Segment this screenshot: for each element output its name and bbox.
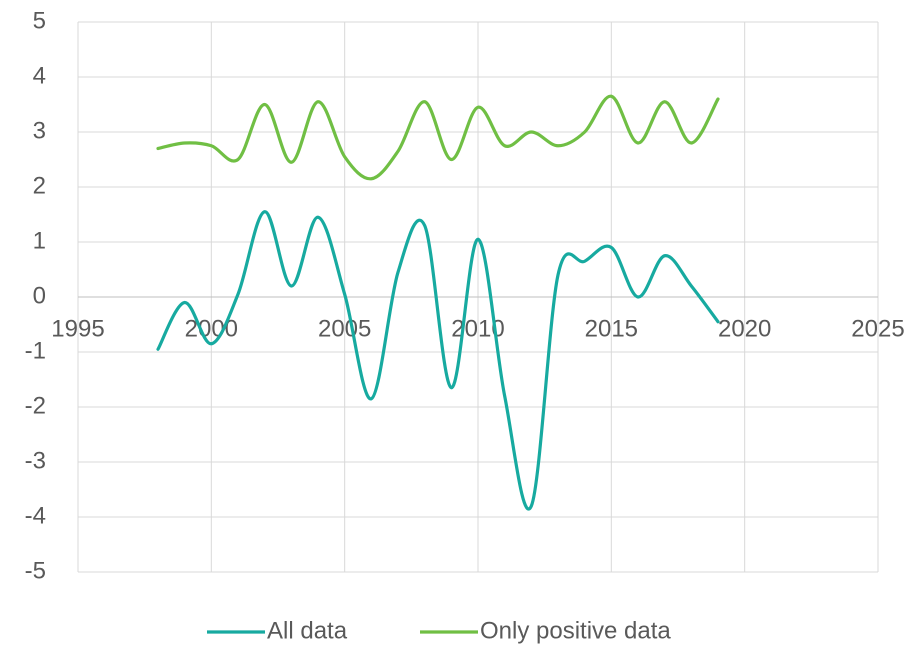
series-line <box>156 94 720 181</box>
series-line <box>156 210 720 511</box>
x-tick-label: 2005 <box>318 315 371 342</box>
y-tick-label: 4 <box>33 62 46 89</box>
y-tick-label: 3 <box>33 117 46 144</box>
y-tick-label: -5 <box>25 557 46 584</box>
x-tick-label: 2025 <box>851 315 904 342</box>
x-tick-label: 2020 <box>718 315 771 342</box>
y-tick-label: 1 <box>33 227 46 254</box>
x-tick-label: 1995 <box>51 315 104 342</box>
y-tick-label: 2 <box>33 172 46 199</box>
y-tick-label: -4 <box>25 502 46 529</box>
y-tick-label: -2 <box>25 392 46 419</box>
y-tick-label: -1 <box>25 337 46 364</box>
x-tick-label: 2015 <box>585 315 638 342</box>
x-tick-label: 2000 <box>185 315 238 342</box>
y-tick-label: 5 <box>33 7 46 34</box>
legend-label: All data <box>267 617 348 644</box>
y-tick-label: -3 <box>25 447 46 474</box>
legend-label: Only positive data <box>480 617 671 644</box>
y-tick-label: 0 <box>33 282 46 309</box>
